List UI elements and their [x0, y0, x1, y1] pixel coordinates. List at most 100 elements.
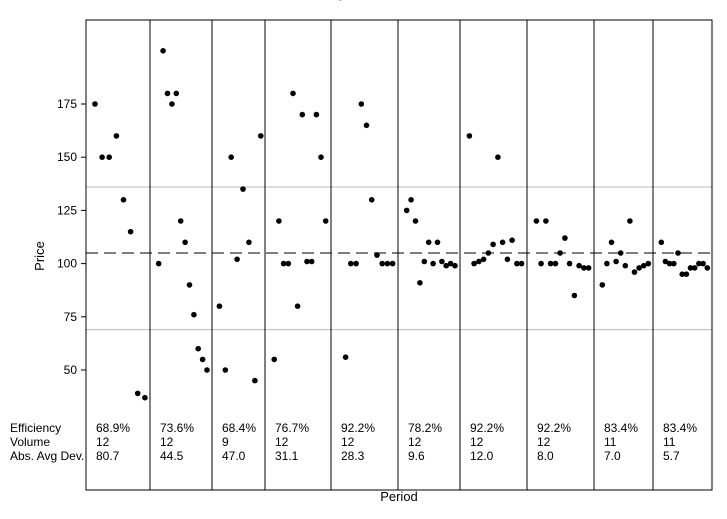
- data-point: [353, 260, 359, 267]
- data-point: [358, 101, 365, 107]
- stat-value: 12: [160, 435, 174, 449]
- data-point: [640, 262, 647, 269]
- data-point: [191, 311, 197, 318]
- stat-value: 9.6: [408, 449, 425, 463]
- stat-value: 12: [470, 435, 484, 449]
- data-point: [92, 101, 98, 107]
- data-point: [504, 256, 511, 263]
- data-point: [280, 260, 287, 267]
- data-point: [499, 239, 506, 246]
- data-point: [617, 250, 624, 256]
- y-tick-label: 175: [57, 97, 77, 111]
- y-tick-label: 125: [57, 203, 77, 217]
- data-point: [142, 394, 148, 401]
- y-tick-label: 100: [57, 257, 77, 271]
- data-point: [566, 260, 573, 267]
- data-point: [533, 218, 540, 224]
- data-point: [246, 239, 252, 246]
- data-point: [443, 262, 450, 269]
- data-point: [186, 282, 193, 288]
- stat-value: 11: [604, 435, 617, 449]
- stat-value: 8.0: [537, 449, 554, 463]
- data-point: [204, 367, 210, 373]
- data-point: [557, 250, 563, 256]
- data-point: [687, 265, 694, 271]
- data-point: [490, 241, 496, 248]
- data-point: [608, 239, 615, 246]
- data-point: [299, 111, 306, 118]
- data-point: [368, 197, 375, 203]
- data-point: [675, 250, 681, 256]
- stat-row-label: Volume: [10, 435, 50, 449]
- data-point: [425, 239, 432, 246]
- data-point: [199, 356, 206, 363]
- data-point: [389, 260, 396, 267]
- data-point: [666, 260, 673, 267]
- data-point: [704, 265, 711, 271]
- plot-frame: [85, 19, 713, 491]
- stat-value: 92.2%: [341, 421, 375, 435]
- stat-value: 12: [408, 435, 422, 449]
- data-point: [585, 265, 592, 271]
- stat-value: 83.4%: [604, 421, 638, 435]
- stat-value: 31.1: [275, 449, 299, 463]
- data-point: [308, 258, 315, 265]
- stat-row-label: Abs. Avg Dev.: [10, 449, 84, 463]
- data-point: [106, 154, 112, 160]
- data-point: [627, 218, 633, 224]
- data-point: [195, 345, 201, 352]
- stat-value: 12: [275, 435, 289, 449]
- data-point: [412, 218, 419, 224]
- data-point: [696, 260, 702, 267]
- data-point: [581, 265, 587, 271]
- stat-value: 12: [341, 435, 355, 449]
- data-point: [480, 256, 487, 263]
- stat-value: 78.2%: [408, 421, 442, 435]
- data-point: [99, 154, 105, 160]
- stat-row-label: Efficiency: [10, 421, 61, 435]
- x-axis-label: Period: [380, 489, 418, 504]
- data-point: [113, 133, 120, 139]
- data-point: [662, 258, 669, 265]
- data-point: [613, 258, 619, 265]
- data-point: [134, 390, 141, 397]
- data-point: [518, 260, 525, 267]
- period-dividers: [149, 20, 654, 490]
- stat-value: 73.6%: [160, 421, 194, 435]
- data-point: [290, 90, 296, 97]
- data-point: [671, 260, 677, 267]
- stat-value: 28.3: [341, 449, 365, 463]
- data-point: [599, 282, 606, 288]
- stat-value: 76.7%: [275, 421, 309, 435]
- y-tick-label: 50: [64, 363, 78, 377]
- y-tick-label: 150: [57, 150, 77, 164]
- data-point: [434, 239, 441, 246]
- data-point: [447, 260, 454, 267]
- data-point: [228, 154, 234, 160]
- data-point: [216, 303, 223, 310]
- data-point: [403, 207, 410, 214]
- data-point: [164, 90, 171, 97]
- data-point: [452, 262, 458, 269]
- data-point: [571, 292, 578, 299]
- data-point: [514, 260, 520, 267]
- data-point: [173, 90, 180, 97]
- data-point: [120, 197, 127, 203]
- reference-lines: [86, 186, 712, 331]
- y-axis: 50 75 100 125 150 175: [57, 97, 86, 377]
- data-point: [631, 269, 638, 275]
- stat-value: 47.0: [222, 449, 246, 463]
- data-point: [552, 260, 559, 267]
- stat-value: 7.0: [604, 449, 621, 463]
- data-point: [408, 197, 414, 203]
- data-point: [658, 239, 665, 246]
- data-point: [160, 48, 166, 54]
- data-point: [177, 218, 184, 224]
- stat-value: 12: [96, 435, 110, 449]
- data-point: [495, 154, 501, 160]
- data-point: [622, 262, 629, 269]
- y-tick-label: 75: [64, 310, 78, 324]
- data-point: [169, 101, 175, 107]
